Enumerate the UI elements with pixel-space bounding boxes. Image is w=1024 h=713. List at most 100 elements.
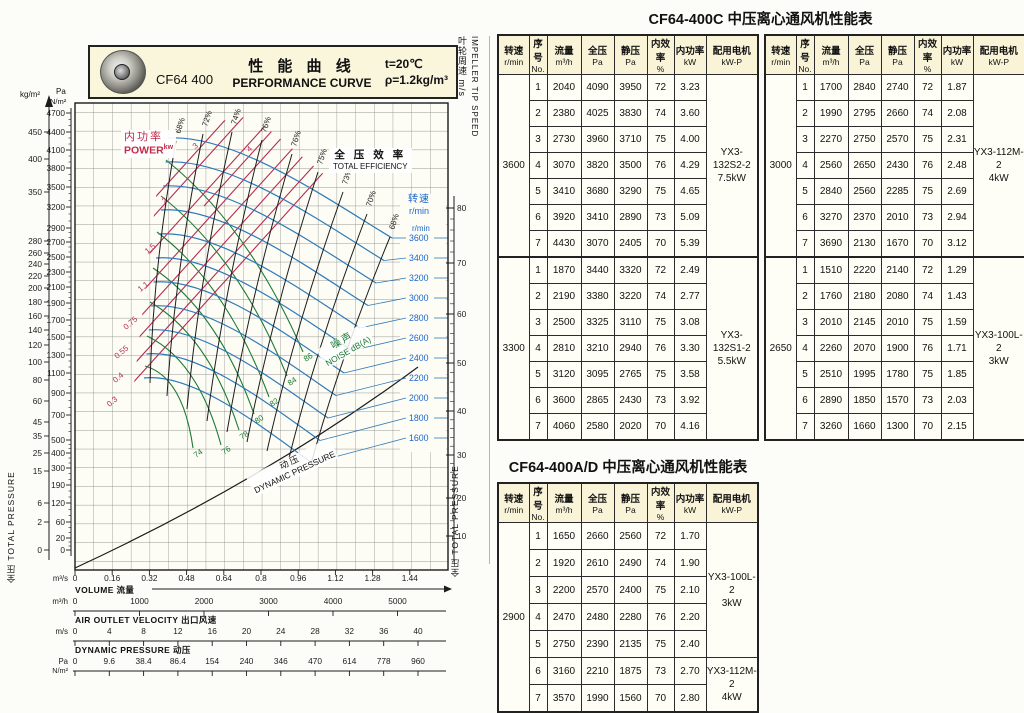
scale-tick: 0.96	[290, 573, 307, 583]
pa-axis-tick: 3800	[47, 163, 66, 173]
data-cell: 1760	[813, 283, 849, 310]
data-cell: 76	[646, 152, 675, 179]
efficiency-contour	[266, 191, 344, 452]
data-cell: 2010	[880, 204, 915, 231]
page-divider	[489, 36, 490, 564]
pa-axis-tick: 2100	[47, 282, 66, 292]
table-row: 6 3270 2370 2010 73 2.94	[765, 204, 1024, 231]
data-cell: 1	[528, 256, 548, 284]
data-cell: 73	[646, 387, 675, 414]
speed-cell: 3000	[764, 74, 797, 258]
scale-tick: 1.28	[365, 573, 382, 583]
scale-tick: 960	[411, 656, 425, 666]
header-cell: 内效率%	[646, 482, 675, 523]
table-row: 3600 1 2040 4090 3950 72 3.23 YX3-132S2-2 7.5kW	[497, 74, 759, 258]
data-cell: 2.70	[673, 657, 707, 685]
data-cell: 3160	[546, 657, 582, 685]
pa-axis-tick: 2900	[47, 223, 66, 233]
data-cell: 1990	[580, 684, 615, 713]
data-cell: 2.08	[940, 100, 974, 127]
table-row: 5 2510 1995 1780 75 1.85	[765, 361, 1024, 388]
scale-tick: 0	[73, 656, 78, 666]
density-label: ρ=1.2kg/m³	[384, 73, 448, 87]
table-row: 3300 1 1870 3440 3320 72 2.49 YX3-132S1-2 5.5kW	[497, 256, 759, 441]
temperature-label: t=20℃	[384, 56, 423, 71]
speed-scale-unit: r/min	[412, 224, 430, 233]
kg-axis-tick: 45	[33, 417, 43, 427]
speed-label: 1600	[409, 433, 429, 443]
scale-tick: 0.32	[141, 573, 158, 583]
efficiency-contour	[226, 153, 293, 433]
power-contour-label: 3	[191, 141, 201, 151]
header-cell: 配用电机 kW-P	[705, 482, 759, 523]
data-cell: 75	[913, 361, 942, 388]
motor-cell: YX3-112M-2 4kW	[972, 74, 1024, 258]
pa-axis-tick: 60	[56, 517, 66, 527]
table-row: 6 2890 1850 1570 73 2.03	[765, 387, 1024, 414]
scale-tick: 40	[413, 626, 423, 636]
data-cell: 2795	[847, 100, 882, 127]
kg-axis-tick: 180	[28, 297, 42, 307]
efficiency-contour	[288, 213, 368, 459]
header-cell: 静压 Pa	[613, 482, 648, 523]
table-row: 5 3410 3680 3290 75 4.65	[498, 178, 758, 205]
header-cell: 全压 Pa	[847, 34, 882, 75]
data-cell: 1.70	[673, 522, 707, 550]
data-cell: 1.71	[940, 335, 974, 362]
scale-tick: 1.12	[327, 573, 344, 583]
tip-speed-tick: 10	[457, 531, 467, 541]
speed-cell: 3300	[497, 256, 530, 441]
data-cell: 2560	[813, 152, 849, 179]
pa-axis-tick: 1700	[47, 315, 66, 325]
data-cell: 4025	[580, 100, 615, 127]
data-cell: 4.65	[673, 178, 707, 205]
speed-cell: 2900	[497, 522, 530, 713]
data-cell: 2260	[813, 335, 849, 362]
data-cell: 6	[528, 204, 548, 231]
scale-tick: 778	[377, 656, 391, 666]
data-cell: 2135	[613, 630, 648, 658]
table-row: 5 2750 2390 2135 75 2.40	[498, 630, 758, 658]
data-cell: 2210	[580, 657, 615, 685]
data-cell: 2180	[847, 283, 882, 310]
data-cell: 4.29	[673, 152, 707, 179]
data-cell: 6	[528, 657, 548, 685]
data-cell: 1570	[880, 387, 915, 414]
data-cell: 2380	[546, 100, 582, 127]
left-axis-unit-kg: kg/m²	[20, 90, 40, 99]
data-cell: 6	[795, 387, 815, 414]
tip-speed-tick: 50	[457, 358, 467, 368]
speed-cell: 3600	[497, 74, 530, 258]
data-cell: 2390	[580, 630, 615, 658]
data-cell: 2560	[613, 522, 648, 550]
data-cell: 3410	[580, 204, 615, 231]
data-cell: 74	[646, 100, 675, 127]
data-cell: 4	[528, 603, 548, 631]
kg-axis-tick: 100	[28, 357, 42, 367]
header-cell: 全压 Pa	[580, 34, 615, 75]
scale-unit: m³/s	[53, 574, 68, 583]
data-cell: 73	[646, 657, 675, 685]
data-cell: 6	[528, 387, 548, 414]
data-cell: 1900	[880, 335, 915, 362]
table-row: 7 4060 2580 2020 70 4.16	[498, 413, 758, 441]
data-cell: 2190	[546, 283, 582, 310]
curve-title-cn: 性 能 曲 线	[248, 57, 356, 75]
speed-leader	[343, 357, 407, 374]
speed-curve	[165, 161, 385, 262]
scale-tick: 0.64	[216, 573, 233, 583]
data-cell: 75	[646, 576, 675, 604]
header-cell: 内效率%	[646, 34, 675, 75]
table-row: 2 2190 3380 3220 74 2.77	[498, 283, 758, 310]
data-cell: 2890	[613, 204, 648, 231]
data-cell: 2580	[580, 413, 615, 441]
scale-tick: 8	[141, 626, 146, 636]
scale-tick: 32	[345, 626, 355, 636]
kg-axis-tick: 240	[28, 259, 42, 269]
data-cell: 5	[528, 630, 548, 658]
table-ad-block: CF64-400A/D 中压离心通风机性能表 转速 r/min 序号 No. 流量 m³/…	[497, 456, 759, 713]
data-cell: 5	[795, 361, 815, 388]
pa-axis-tick: 190	[51, 480, 65, 490]
data-cell: 2.94	[940, 204, 974, 231]
speed-curve	[151, 305, 337, 396]
